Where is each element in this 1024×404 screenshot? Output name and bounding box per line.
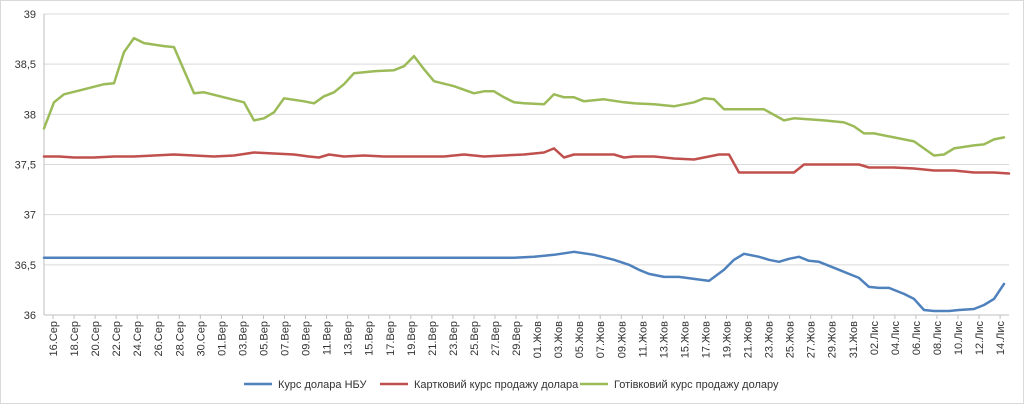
x-tick-label: 09.Жов	[616, 321, 628, 358]
x-tick-label: 21.Жов	[743, 321, 755, 358]
x-tick-label: 07.Жов	[595, 321, 607, 358]
x-tick-label: 18.Сер	[69, 321, 81, 356]
x-tick-label: 16.Сер	[48, 321, 60, 356]
series-lines	[42, 36, 1011, 313]
legend: Курс долара НБУ Картковий курс продажу до…	[244, 379, 779, 391]
x-tick-label: 03.Жов	[553, 321, 565, 358]
x-tick-label: 05.Вер	[258, 321, 270, 356]
x-tick-label: 28.Сер	[174, 321, 186, 356]
x-tick-label: 29.Вер	[511, 321, 523, 356]
x-tick-label: 02.Лис	[869, 321, 881, 356]
gridlines	[44, 13, 1009, 316]
x-tick-label: 10.Лис	[953, 321, 965, 356]
x-axis: 16.Сер 18.Сер 20.Сер 22.Сер 24.Сер 26.Сер 28.С…	[43, 14, 1009, 358]
y-tick-label: 38,5	[15, 59, 36, 71]
series-line-3	[42, 36, 1006, 157]
x-tick-label: 01.Жов	[532, 321, 544, 358]
x-tick-label: 23.Вер	[448, 321, 460, 356]
x-tick-label: 11.Жов	[637, 321, 649, 358]
y-tick-label: 38	[24, 109, 36, 121]
y-tick-label: 36,5	[15, 260, 36, 272]
x-tick-label: 09.Вер	[301, 321, 313, 356]
x-tick-label: 25.Вер	[469, 321, 481, 356]
x-tick-label: 23.Жов	[764, 321, 776, 358]
x-tick-label: 06.Лис	[911, 321, 923, 356]
y-axis: 36 36,5 37 37,5 38 38,5 39	[15, 9, 36, 322]
y-tick-label: 36	[24, 310, 36, 322]
x-tick-label: 15.Вер	[364, 321, 376, 356]
x-tick-label: 12.Лис	[974, 321, 986, 356]
x-tick-label: 11.Вер	[322, 321, 334, 355]
y-tick-label: 37,5	[15, 160, 36, 172]
x-tick-label: 19.Вер	[406, 321, 418, 356]
y-tick-label: 37	[24, 210, 36, 222]
y-tick-label: 39	[24, 9, 36, 21]
legend-label-1: Курс долара НБУ	[278, 379, 367, 391]
x-tick-label: 14.Лис	[995, 321, 1007, 356]
x-tick-label: 03.Вер	[237, 321, 249, 356]
x-tick-label: 13.Жов	[658, 321, 670, 358]
x-tick-label: 17.Жов	[700, 321, 712, 358]
series-line-1	[42, 250, 1006, 313]
x-tick-label: 29.Жов	[827, 321, 839, 358]
x-tick-label: 31.Жов	[848, 321, 860, 358]
x-tick-label: 13.Вер	[343, 321, 355, 356]
legend-label-3: Готівковий курс продажу долару	[614, 379, 779, 391]
series-line-2	[42, 147, 1011, 175]
x-tick-label: 04.Лис	[890, 321, 902, 356]
x-tick-label: 27.Вер	[490, 321, 502, 356]
legend-label-2: Картковий курс продажу долара	[414, 379, 579, 391]
x-tick-label: 01.Вер	[216, 321, 228, 356]
x-tick-label: 24.Сер	[132, 321, 144, 356]
x-tick-label: 19.Жов	[722, 321, 734, 358]
x-tick-label: 07.Вер	[280, 321, 292, 356]
x-tick-label: 26.Сер	[153, 321, 165, 356]
x-tick-label: 25.Жов	[785, 321, 797, 358]
x-tick-label: 20.Сер	[90, 321, 102, 356]
x-tick-label: 21.Вер	[427, 321, 439, 356]
x-tick-label: 17.Вер	[385, 321, 397, 356]
x-tick-label: 05.Жов	[574, 321, 586, 358]
x-tick-label: 15.Жов	[679, 321, 691, 358]
x-tick-label: 27.Жов	[806, 321, 818, 358]
x-tick-label: 30.Сер	[195, 321, 207, 356]
x-tick-label: 08.Лис	[932, 321, 944, 356]
x-tick-label: 22.Сер	[111, 321, 123, 356]
